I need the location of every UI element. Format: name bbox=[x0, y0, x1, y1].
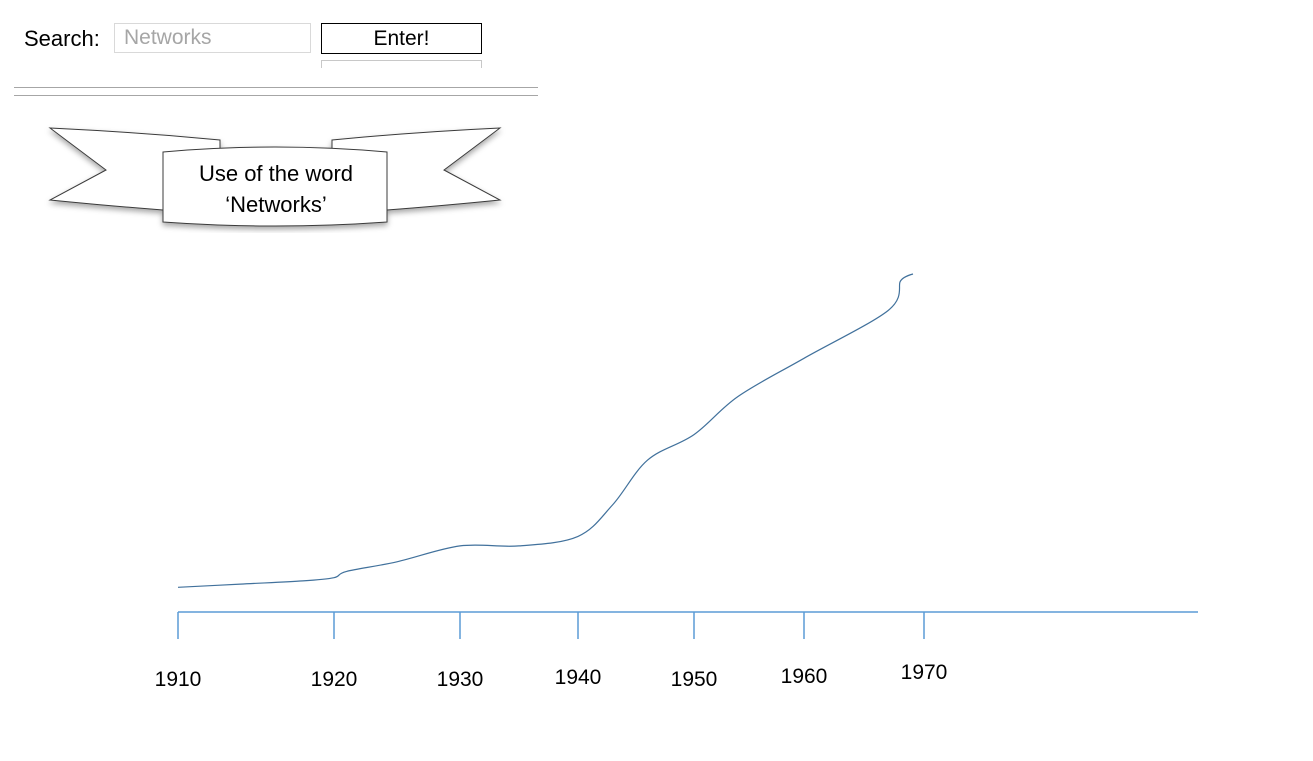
search-input[interactable] bbox=[114, 23, 311, 53]
header-divider-top bbox=[14, 87, 538, 88]
title-banner: Use of the word ‘Networks’ bbox=[40, 118, 510, 233]
x-tick-label-1950: 1950 bbox=[671, 668, 718, 691]
search-label: Search: bbox=[24, 26, 100, 51]
enter-button[interactable]: Enter! bbox=[321, 23, 482, 54]
x-tick-label-1910: 1910 bbox=[155, 668, 202, 691]
enter-button-shadow bbox=[321, 60, 482, 68]
x-tick-label-1940: 1940 bbox=[555, 666, 602, 689]
banner-title: Use of the word ‘Networks’ bbox=[165, 158, 387, 220]
banner-title-line2: ‘Networks’ bbox=[225, 192, 327, 217]
x-tick-label-1960: 1960 bbox=[781, 665, 828, 688]
x-tick-label-1920: 1920 bbox=[311, 668, 358, 691]
ribbon-shape bbox=[48, 127, 502, 227]
usage-trend-line bbox=[177, 273, 914, 588]
x-tick-label-1930: 1930 bbox=[437, 668, 484, 691]
x-tick-label-1970: 1970 bbox=[901, 661, 948, 684]
banner-title-line1: Use of the word bbox=[198, 161, 354, 186]
ribbon-center bbox=[162, 146, 388, 227]
header-divider-bottom bbox=[14, 95, 538, 96]
